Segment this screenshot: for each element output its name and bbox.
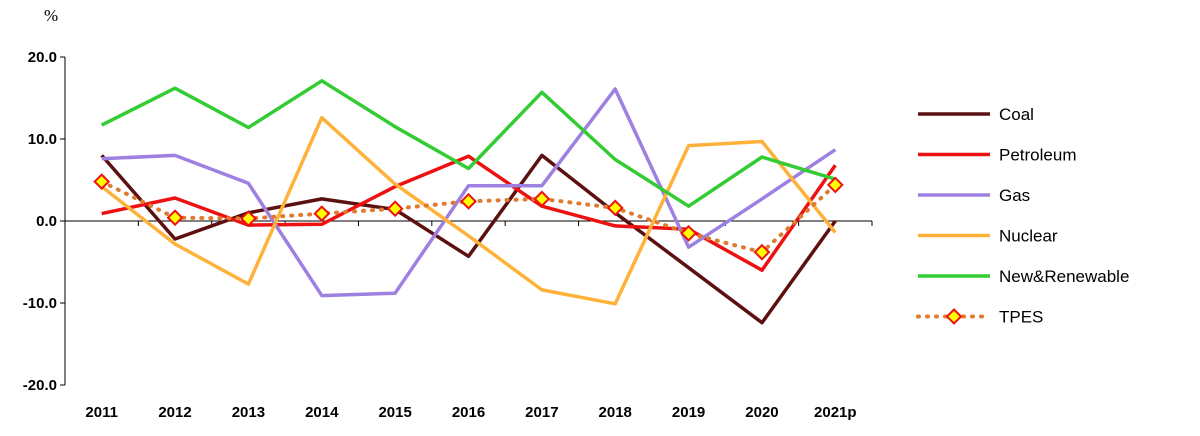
series-line-coal	[100, 153, 837, 325]
x-tick-label: 2021p	[814, 404, 857, 421]
x-tick-label: 2014	[305, 404, 339, 421]
y-tick-label: 20.0	[28, 49, 57, 66]
legend-label-tpes: TPES	[999, 308, 1043, 327]
legend-label-nuclear: Nuclear	[999, 227, 1058, 246]
x-tick-label: 2013	[232, 404, 265, 421]
tpes-marker	[753, 243, 771, 261]
series-line-gas	[101, 87, 837, 298]
tpes-marker	[386, 200, 404, 218]
x-tick-label: 2019	[672, 404, 705, 421]
series-line-nuclear	[100, 115, 837, 306]
y-tick-label: 0.0	[36, 213, 57, 230]
y-tick-label: 10.0	[28, 131, 57, 148]
series-line-new-renewable	[100, 79, 836, 208]
tpes-marker	[680, 224, 698, 242]
x-tick-label: 2020	[745, 404, 778, 421]
axes: 20.0 10.0 0.0 -10.0 -20.0 2011 2012 2013 2014 201…	[23, 49, 873, 421]
tpes-marker	[166, 209, 184, 227]
x-tick-label: 2015	[378, 404, 411, 421]
tpes-marker	[606, 199, 624, 217]
x-tick-label: 2017	[525, 404, 558, 421]
legend-label-gas: Gas	[999, 186, 1030, 205]
legend-label-new-renewable: New&Renewable	[999, 267, 1129, 286]
tpes-marker	[239, 210, 257, 227]
legend-marker-tpes	[945, 308, 963, 325]
tpes-marker	[533, 190, 551, 208]
x-tick-label: 2016	[452, 404, 485, 421]
x-tick-label: 2018	[599, 404, 632, 421]
x-tick-label: 2011	[85, 404, 118, 421]
legend-label-coal: Coal	[999, 105, 1034, 124]
x-tick-label: 2012	[158, 404, 191, 421]
tpes-marker	[826, 176, 844, 194]
y-tick-label: -10.0	[23, 295, 57, 312]
series-layer	[93, 79, 844, 325]
tpes-marker	[460, 192, 477, 210]
y-unit-label: %	[44, 6, 58, 25]
legend-label-petroleum: Petroleum	[999, 146, 1076, 165]
series-line-tpes	[99, 179, 838, 255]
tpes-marker	[93, 173, 111, 191]
legend: Coal Petroleum Gas Nuclear New&Renewable TPES	[916, 105, 1129, 327]
y-tick-label: -20.0	[23, 377, 57, 394]
series-line-petroleum	[101, 154, 837, 272]
tpes-marker	[313, 205, 331, 223]
